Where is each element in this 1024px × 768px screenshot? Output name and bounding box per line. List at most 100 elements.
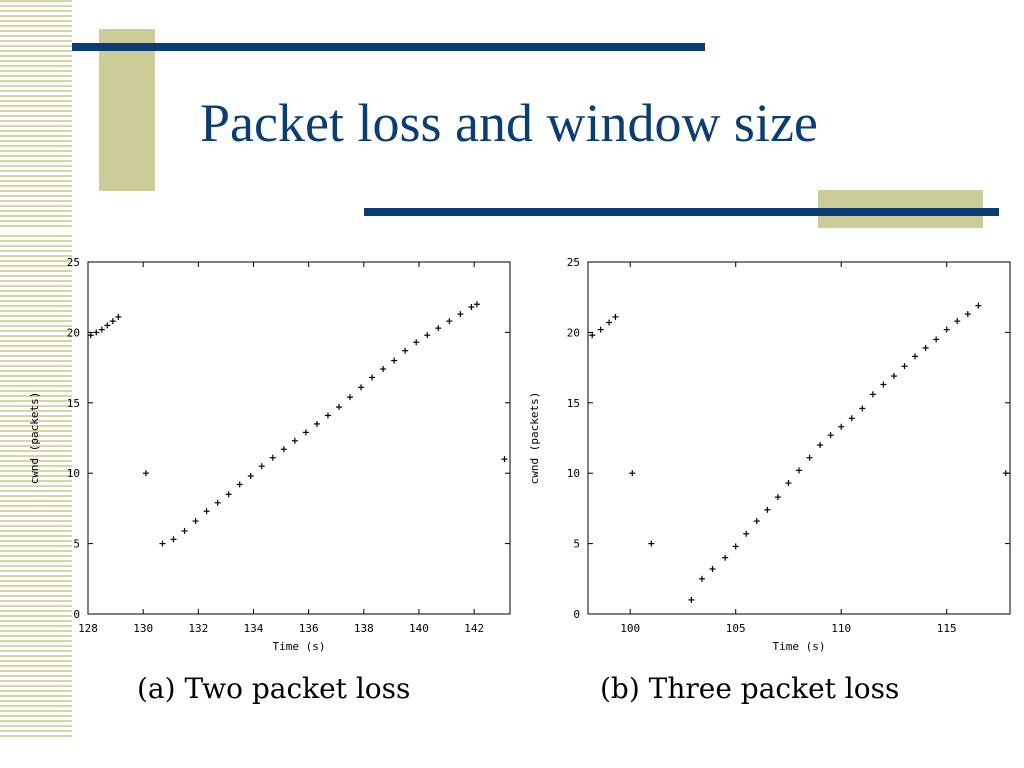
data-point bbox=[933, 336, 940, 343]
data-point bbox=[203, 508, 210, 515]
y-tick-label: 25 bbox=[67, 256, 80, 269]
data-point bbox=[817, 442, 824, 449]
data-point bbox=[612, 313, 619, 320]
data-point bbox=[104, 322, 111, 329]
data-point bbox=[335, 404, 342, 411]
data-point bbox=[901, 363, 908, 370]
data-point bbox=[93, 329, 100, 336]
data-point bbox=[912, 353, 919, 360]
y-tick-label: 5 bbox=[73, 538, 80, 551]
y-tick-label: 5 bbox=[573, 538, 580, 551]
data-point bbox=[291, 437, 298, 444]
data-point bbox=[109, 318, 116, 325]
data-point bbox=[753, 518, 760, 525]
x-tick-label: 110 bbox=[831, 622, 851, 635]
y-tick-label: 15 bbox=[67, 397, 80, 410]
data-point bbox=[435, 325, 442, 332]
chart-a-svg: 0 5 10 15 20 25 128 130 132 134 136 138 140 142 Time (… bbox=[28, 256, 511, 653]
data-point bbox=[280, 446, 287, 453]
data-point bbox=[402, 347, 409, 354]
plot-frame bbox=[87, 261, 511, 615]
data-point bbox=[192, 518, 199, 525]
data-point bbox=[473, 301, 480, 308]
data-point bbox=[688, 596, 695, 603]
data-point bbox=[648, 540, 655, 547]
decorative-block-top bbox=[99, 29, 155, 191]
data-point bbox=[722, 554, 729, 561]
data-point bbox=[890, 373, 897, 380]
data-point bbox=[468, 304, 475, 311]
x-axis-label: Time (s) bbox=[273, 640, 326, 653]
x-tick-label: 128 bbox=[78, 622, 98, 635]
data-point bbox=[698, 575, 705, 582]
data-point bbox=[142, 470, 149, 477]
data-point bbox=[806, 454, 813, 461]
data-point bbox=[764, 506, 771, 513]
x-tick-label: 105 bbox=[726, 622, 746, 635]
x-tick-label: 132 bbox=[188, 622, 208, 635]
x-tick-label: 134 bbox=[244, 622, 264, 635]
caption-a: (a) Two packet loss bbox=[137, 672, 411, 705]
data-point bbox=[869, 391, 876, 398]
data-point bbox=[597, 326, 604, 333]
y-tick-label: 10 bbox=[67, 467, 80, 480]
y-tick-label: 25 bbox=[567, 256, 580, 269]
data-point bbox=[943, 326, 950, 333]
data-point bbox=[589, 332, 596, 339]
data-point bbox=[606, 319, 613, 326]
y-axis-label: cwnd (packets) bbox=[28, 392, 41, 485]
plot-frame bbox=[587, 261, 1011, 615]
caption-b: (b) Three packet loss bbox=[600, 672, 900, 705]
x-axis-label: Time (s) bbox=[773, 640, 826, 653]
data-point bbox=[159, 540, 166, 547]
x-tick-label: 130 bbox=[133, 622, 153, 635]
data-point bbox=[457, 311, 464, 318]
y-tick-label: 0 bbox=[573, 608, 580, 621]
data-point bbox=[501, 456, 508, 463]
data-point bbox=[922, 344, 929, 351]
y-tick-label: 20 bbox=[67, 326, 80, 339]
data-point bbox=[181, 527, 188, 534]
decorative-stripes bbox=[0, 0, 72, 768]
title-rule-top bbox=[72, 43, 705, 51]
data-point bbox=[424, 332, 431, 339]
data-point bbox=[732, 543, 739, 550]
data-point bbox=[115, 313, 122, 320]
data-point bbox=[380, 366, 387, 373]
data-point bbox=[975, 302, 982, 309]
data-point bbox=[324, 412, 331, 419]
chart-b-svg: 0 5 10 15 20 25 100 105 110 115 Time (s) cwnd (pack… bbox=[528, 256, 1011, 653]
stripes-gap bbox=[0, 740, 72, 768]
x-tick-label: 115 bbox=[937, 622, 957, 635]
x-tick-label: 140 bbox=[409, 622, 429, 635]
data-point bbox=[369, 374, 376, 381]
data-point bbox=[774, 494, 781, 501]
x-tick-label: 136 bbox=[299, 622, 319, 635]
data-point bbox=[391, 357, 398, 364]
data-point bbox=[170, 536, 177, 543]
data-point bbox=[225, 491, 232, 498]
data-point bbox=[236, 481, 243, 488]
chart-b: 0 5 10 15 20 25 100 105 110 115 Time (s) cwnd (pack… bbox=[520, 252, 1020, 672]
chart-a: 0 5 10 15 20 25 128 130 132 134 136 138 140 142 Time (… bbox=[20, 252, 520, 672]
y-tick-label: 0 bbox=[73, 608, 80, 621]
data-point bbox=[258, 463, 265, 470]
x-tick-label: 100 bbox=[620, 622, 640, 635]
data-point bbox=[629, 470, 636, 477]
data-point bbox=[313, 420, 320, 427]
data-point bbox=[1002, 470, 1009, 477]
data-point bbox=[413, 339, 420, 346]
y-tick-label: 15 bbox=[567, 397, 580, 410]
data-point bbox=[880, 381, 887, 388]
x-tick-label: 138 bbox=[354, 622, 374, 635]
data-point bbox=[709, 565, 716, 572]
data-point bbox=[838, 423, 845, 430]
data-point bbox=[796, 467, 802, 474]
data-point bbox=[358, 384, 365, 391]
data-point bbox=[827, 432, 834, 439]
data-point bbox=[214, 499, 221, 506]
y-axis-label: cwnd (packets) bbox=[528, 392, 541, 485]
data-point bbox=[964, 311, 971, 318]
x-tick-label: 142 bbox=[464, 622, 484, 635]
data-point bbox=[347, 394, 354, 401]
